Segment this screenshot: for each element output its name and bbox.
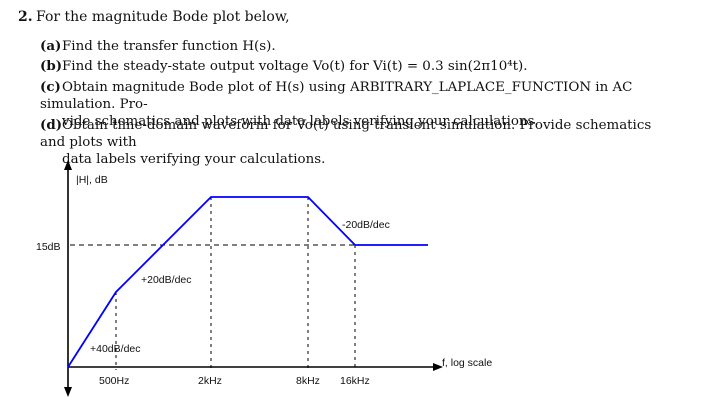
part-c: (c)Obtain magnitude Bode plot of H(s) us… xyxy=(40,79,680,130)
part-a: (a)Find the transfer function H(s). xyxy=(40,38,680,55)
part-d-line1: Obtain time-domain waveform for Vo(t) us… xyxy=(40,118,652,150)
part-d-line2: data labels verifying your calculations. xyxy=(62,152,326,167)
x-tick-500hz: 500Hz xyxy=(99,375,129,387)
slope-label-20db-down: -20dB/dec xyxy=(342,219,390,231)
x-tick-2khz: 2kHz xyxy=(198,375,222,387)
part-c-line1: Obtain magnitude Bode plot of H(s) using… xyxy=(40,80,633,112)
x-axis-arrow xyxy=(433,363,443,371)
part-c-line2: vide schematics and plots with data labe… xyxy=(62,114,539,129)
part-a-text: Find the transfer function H(s). xyxy=(62,39,276,54)
x-axis-label: f, log scale xyxy=(442,357,492,369)
part-b-text: Find the steady-state output voltage Vo(… xyxy=(62,59,528,74)
part-d-label: (d) xyxy=(40,117,63,133)
magnitude-trace xyxy=(67,196,428,368)
y-tick-15db: 15dB xyxy=(36,241,61,253)
y-axis-label: |H|, dB xyxy=(76,174,108,186)
slope-label-40db: +40dB/dec xyxy=(90,343,141,355)
slope-label-20db-up: +20dB/dec xyxy=(141,274,192,286)
part-d: (d)Obtain time-domain waveform for Vo(t)… xyxy=(40,117,680,168)
y-axis-arrow-up xyxy=(64,160,72,170)
question-number: 2. xyxy=(18,9,33,25)
part-b: (b)Find the steady-state output voltage … xyxy=(40,58,680,75)
part-a-label: (a) xyxy=(40,38,62,54)
part-c-label: (c) xyxy=(40,79,61,95)
part-b-label: (b) xyxy=(40,58,63,74)
y-axis-arrow-down xyxy=(64,387,72,397)
question-intro: For the magnitude Bode plot below, xyxy=(36,9,290,25)
x-tick-16khz: 16kHz xyxy=(340,375,370,387)
x-tick-8khz: 8kHz xyxy=(296,375,320,387)
